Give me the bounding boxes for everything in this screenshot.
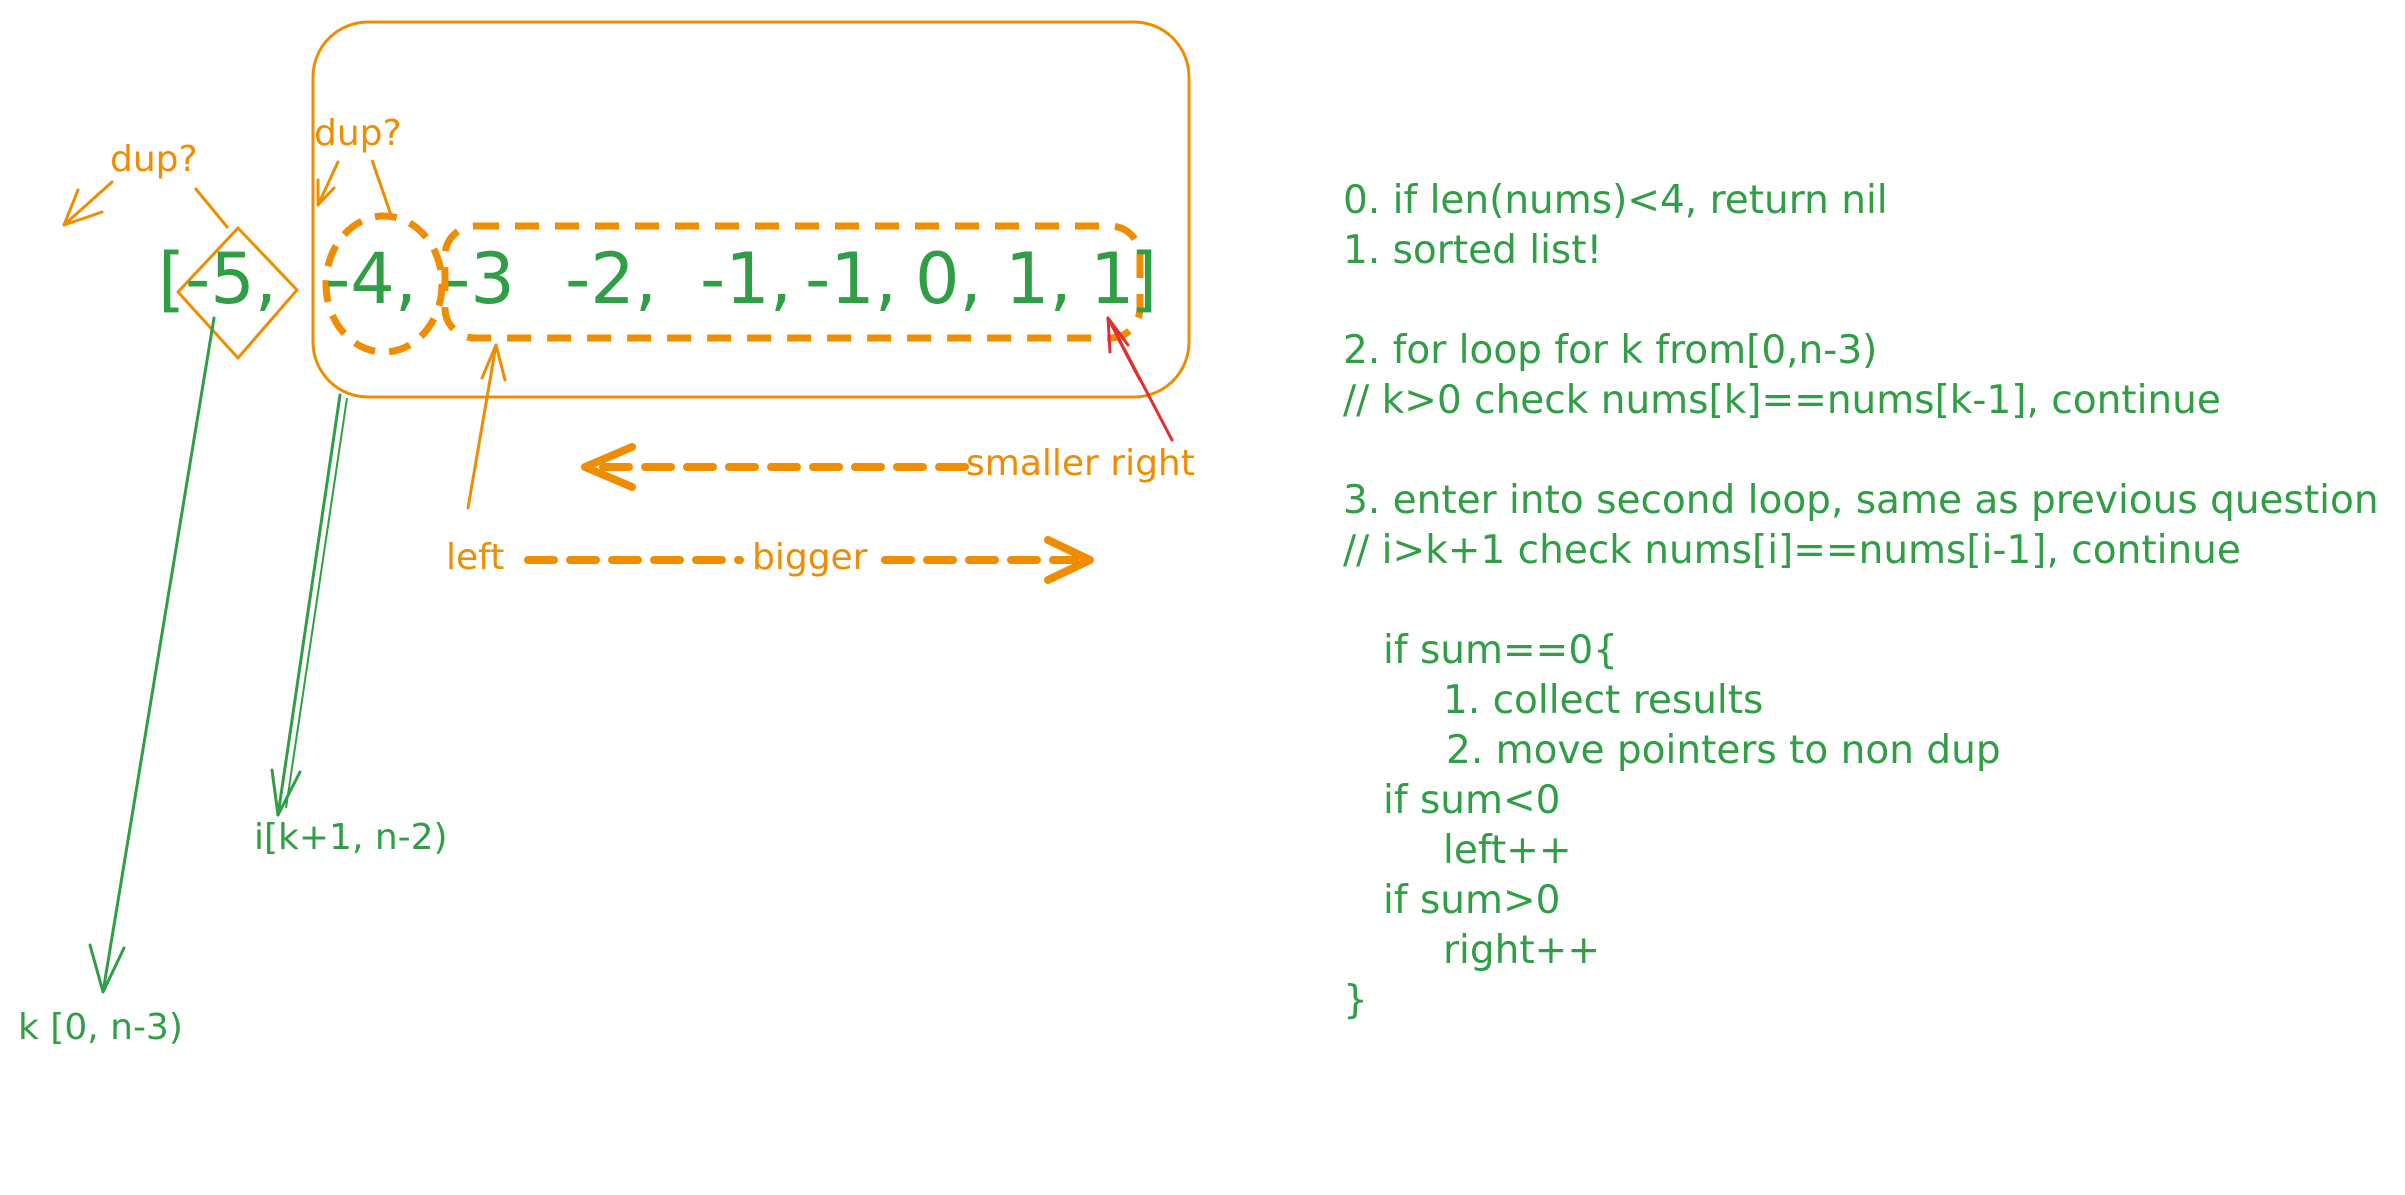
dup-k-arrow-icon: [62, 180, 114, 227]
i-range-arrow-icon: [270, 393, 342, 817]
array-value-1-a: 1,: [1005, 238, 1072, 320]
note-left-inc: left++: [1443, 828, 1572, 873]
window-dashed-box: [441, 222, 1144, 342]
dup-i-pointer: [370, 159, 394, 219]
array-value-1-b: 1: [1090, 238, 1135, 320]
array-close-bracket: ]: [1130, 238, 1158, 320]
note-if-sum-neg: if sum<0: [1383, 778, 1561, 823]
i-range-label: i[k+1, n-2): [254, 817, 448, 858]
note-right-inc: right++: [1443, 928, 1600, 973]
array-value-neg1-a: -1,: [700, 238, 793, 320]
array-value-0: 0,: [915, 238, 982, 320]
subarray-container-box: [311, 20, 1191, 399]
array-value-neg3: -3: [445, 238, 515, 320]
dup-k-pointer: [193, 187, 230, 229]
array-open-bracket: [: [158, 238, 186, 320]
note-if-sum-zero: if sum==0{: [1383, 628, 1618, 673]
note-step3: 3. enter into second loop, same as previ…: [1343, 478, 2379, 523]
k-diamond-marker: [176, 226, 299, 360]
note-if-sum-pos: if sum>0: [1383, 878, 1561, 923]
note-close-brace: }: [1343, 978, 1368, 1023]
array-value-neg4: -4,: [325, 238, 418, 320]
smaller-right-label: smaller right: [966, 443, 1195, 484]
i-range-arrow-second-stroke: [285, 397, 348, 809]
note-step2: 2. for loop for k from[0,n-3): [1343, 328, 1878, 373]
note-step3-comment: // i>k+1 check nums[i]==nums[i-1], conti…: [1343, 528, 2241, 573]
note-collect-results: 1. collect results: [1443, 678, 1764, 723]
dup-i-arrow-icon: [316, 160, 340, 207]
k-range-arrow-icon: [88, 316, 216, 994]
k-range-label: k [0, n-3): [18, 1007, 183, 1048]
bigger-arrowhead-icon: [1044, 536, 1094, 584]
smaller-arrowhead-icon: [581, 443, 636, 491]
left-label: left: [446, 537, 505, 578]
bigger-label: bigger: [752, 537, 868, 578]
dup-i-label: dup?: [314, 113, 402, 154]
array-value-neg2: -2,: [565, 238, 658, 320]
array-value-neg1-b: -1,: [805, 238, 898, 320]
right-pointer-arrow-icon: [1106, 316, 1174, 442]
array-value-neg5: -5,: [185, 238, 278, 320]
dup-k-label: dup?: [110, 139, 198, 180]
note-move-pointers: 2. move pointers to non dup: [1446, 728, 2001, 773]
left-pointer-arrow-icon: [466, 343, 507, 510]
note-step2-comment: // k>0 check nums[k]==nums[k-1], continu…: [1343, 378, 2221, 423]
note-step1: 1. sorted list!: [1343, 228, 1603, 273]
note-step0: 0. if len(nums)<4, return nil: [1343, 178, 1888, 223]
